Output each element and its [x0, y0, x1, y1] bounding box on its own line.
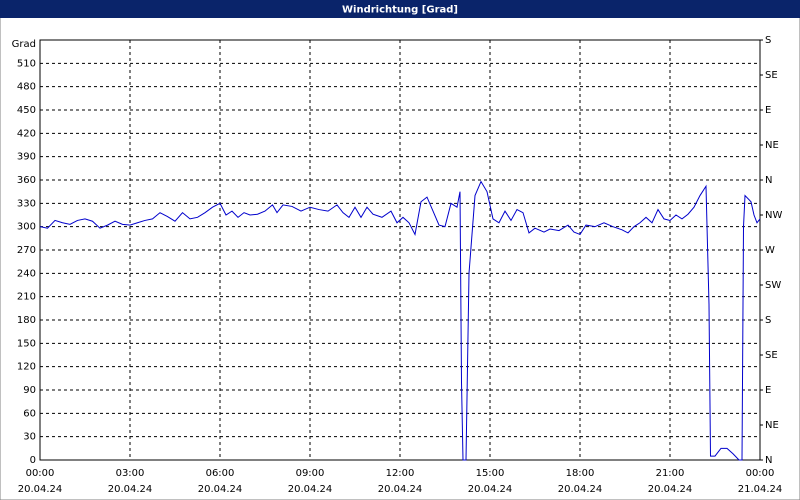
y2-tick-label: N	[765, 455, 772, 466]
x-tick-date: 21.04.24	[738, 484, 783, 495]
y-tick-label: 510	[17, 58, 36, 69]
x-tick-date: 20.04.24	[558, 484, 603, 495]
y-tick-label: 270	[17, 245, 36, 256]
x-tick-label: 15:00	[476, 468, 505, 479]
y-tick-label: 210	[17, 292, 36, 303]
x-tick-label: 00:00	[746, 468, 775, 479]
y-tick-label: 0	[30, 455, 36, 466]
y2-tick-label: NW	[765, 210, 782, 221]
x-tick-date: 20.04.24	[288, 484, 333, 495]
plot-border	[39, 39, 761, 461]
y2-tick-label: S	[765, 35, 771, 46]
y2-tick-label: SW	[765, 280, 781, 291]
y2-tick-label: E	[765, 385, 771, 396]
y-tick-label: 330	[17, 198, 36, 209]
y2-tick-label: E	[765, 105, 771, 116]
x-tick-label: 00:00	[26, 468, 55, 479]
y-tick-label: 420	[17, 128, 36, 139]
x-tick-label: 06:00	[206, 468, 235, 479]
y2-tick-label: SE	[765, 70, 778, 81]
y2-tick-label: NE	[765, 140, 779, 151]
x-tick-date: 20.04.24	[648, 484, 693, 495]
y-tick-label: 60	[23, 408, 36, 419]
y-axis-label: Grad	[12, 39, 36, 50]
y-tick-label: 480	[17, 82, 36, 93]
y-tick-label: 450	[17, 105, 36, 116]
x-tick-date: 20.04.24	[378, 484, 423, 495]
y2-tick-label: SE	[765, 350, 778, 361]
y-tick-label: 240	[17, 268, 36, 279]
y2-tick-label: N	[765, 175, 772, 186]
x-tick-label: 21:00	[656, 468, 685, 479]
y-tick-label: 120	[17, 362, 36, 373]
y-tick-label: 300	[17, 222, 36, 233]
y-tick-label: 360	[17, 175, 36, 186]
y-tick-label: 30	[23, 432, 36, 443]
y-tick-label: 90	[23, 385, 36, 396]
y2-tick-label: W	[765, 245, 775, 256]
y-tick-label: 180	[17, 315, 36, 326]
x-tick-label: 12:00	[386, 468, 415, 479]
y2-tick-label: NE	[765, 420, 779, 431]
y-tick-label: 390	[17, 152, 36, 163]
y2-tick-label: S	[765, 315, 771, 326]
title-bar	[0, 0, 800, 18]
chart-title: Windrichtung [Grad]	[342, 5, 458, 16]
x-tick-date: 20.04.24	[468, 484, 513, 495]
data-line	[39, 180, 761, 461]
x-tick-date: 20.04.24	[108, 484, 153, 495]
x-tick-date: 20.04.24	[18, 484, 63, 495]
x-tick-label: 09:00	[296, 468, 325, 479]
x-tick-label: 03:00	[116, 468, 145, 479]
y-tick-label: 150	[17, 338, 36, 349]
x-tick-label: 18:00	[566, 468, 595, 479]
x-tick-date: 20.04.24	[198, 484, 243, 495]
